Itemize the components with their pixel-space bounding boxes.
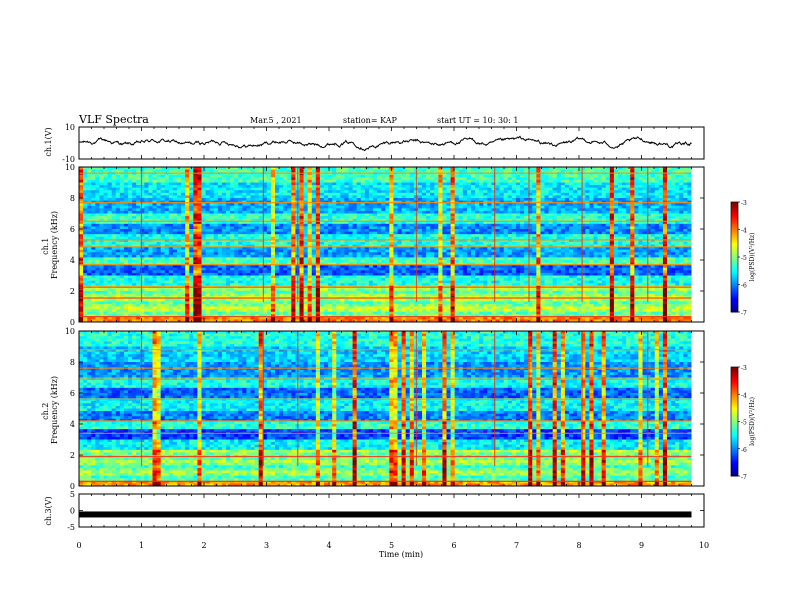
spectrogram-cells [79,167,704,323]
time-axis: 0 1 2 3 4 5 6 7 8 9 10 [76,541,709,550]
ch1-waveform-panel: 10 -10 [62,123,705,164]
y-tick-label: -5 [67,523,75,532]
colorbar-label: log(PSD)(V²/Hz) [749,397,756,446]
ch2-spectrogram-panel: 0 2 4 6 8 10 [65,327,705,491]
x-tick-label: 8 [576,541,581,550]
y-tick-label: 10 [65,123,75,132]
ch1-spectrogram-panel: 0 2 4 6 8 10 [65,163,705,327]
y-tick-label: 2 [70,451,75,460]
x-tick-label: 10 [699,541,709,550]
time-axis-label: Time (min) [379,550,423,559]
colorbar-tick-label: -5 [741,420,747,427]
y-tick-label: 0 [70,482,75,491]
ch2-colorbar: -3 -4 -5 -6 -7 log(PSD)(V²/Hz) [730,365,756,481]
x-tick-label: 6 [451,541,456,550]
x-tick-label: 3 [264,541,269,550]
start-time-label: start UT = 10: 30: 1 [437,116,518,125]
ch3-waveform-line [79,511,692,518]
date-label: Mar.5 , 2021 [250,116,302,125]
y-tick-label: 10 [65,327,75,336]
figure-title: VLF Spectra [78,113,149,126]
x-tick-label: 5 [389,541,394,550]
ch1-spectrogram-ylabel: ch.1 Frequency (kHz) [41,211,59,279]
colorbar-tick-label: -4 [741,392,747,399]
station-label: station= KAP [343,116,398,125]
colorbar-tick-label: -6 [741,447,747,454]
ch3-waveform-panel: 5 0 -5 [67,490,705,532]
x-tick-label: 2 [201,541,206,550]
x-tick-label: 7 [514,541,519,550]
colorbar-label: log(PSD)(V²/Hz) [749,233,756,282]
colorbar-tick-label: -5 [741,255,747,262]
ch1-waveform-ylabel: ch.1(V) [44,127,53,156]
y-tick-label: 5 [70,490,75,499]
colorbar-tick-label: -3 [741,200,747,207]
colorbar-tick-label: -3 [741,365,747,372]
y-tick-label: 8 [70,194,75,203]
spectrogram-cells [79,331,704,487]
ch1-colorbar: -3 -4 -5 -6 -7 log(PSD)(V²/Hz) [730,200,756,317]
x-tick-label: 9 [639,541,644,550]
colorbar-tick-label: -4 [741,228,747,235]
y-tick-label: 0 [70,318,75,327]
y-tick-label: 6 [70,389,75,398]
colorbar-tick-label: -6 [741,283,747,290]
y-tick-label: -10 [62,155,75,164]
y-tick-label: 10 [65,163,75,172]
y-tick-label: 8 [70,358,75,367]
y-tick-label: 4 [70,420,75,429]
y-tick-label: 4 [70,256,75,265]
y-tick-label: 6 [70,225,75,234]
ch1-waveform-line [78,135,692,152]
x-tick-label: 1 [139,541,144,550]
ch3-waveform-ylabel: ch.3(V) [44,496,53,525]
y-tick-label: 0 [70,507,75,516]
colorbar-tick-label: -7 [741,310,747,317]
y-tick-label: 2 [70,287,75,296]
x-tick-label: 0 [76,541,81,550]
x-tick-label: 4 [326,541,331,550]
colorbar-tick-label: -7 [741,474,747,481]
ch2-spectrogram-ylabel: ch.2 Frequency (kHz) [41,376,59,444]
panel-frame [78,493,705,528]
